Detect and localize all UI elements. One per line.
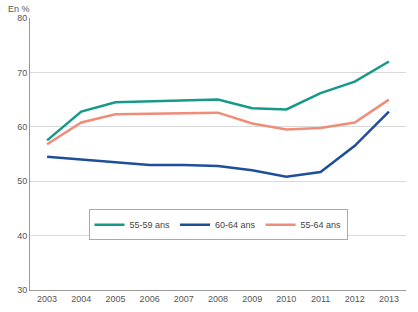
svg-text:En %: En % [8, 4, 30, 14]
svg-text:2003: 2003 [37, 294, 57, 304]
svg-text:80: 80 [17, 13, 27, 23]
svg-text:2011: 2011 [311, 294, 330, 304]
svg-text:2006: 2006 [140, 294, 160, 304]
svg-text:2008: 2008 [208, 294, 228, 304]
svg-text:2010: 2010 [276, 294, 296, 304]
svg-text:60: 60 [17, 122, 27, 132]
svg-text:40: 40 [17, 231, 27, 241]
svg-text:2004: 2004 [71, 294, 91, 304]
svg-text:2007: 2007 [174, 294, 194, 304]
svg-text:50: 50 [17, 176, 27, 186]
svg-text:55-59 ans: 55-59 ans [130, 220, 171, 230]
svg-text:55-64 ans: 55-64 ans [301, 220, 342, 230]
svg-text:30: 30 [17, 285, 27, 295]
svg-text:2009: 2009 [242, 294, 262, 304]
svg-text:2005: 2005 [105, 294, 125, 304]
svg-text:70: 70 [17, 68, 27, 78]
svg-text:2012: 2012 [345, 294, 365, 304]
svg-text:60-64 ans: 60-64 ans [215, 220, 256, 230]
svg-text:2013: 2013 [379, 294, 399, 304]
